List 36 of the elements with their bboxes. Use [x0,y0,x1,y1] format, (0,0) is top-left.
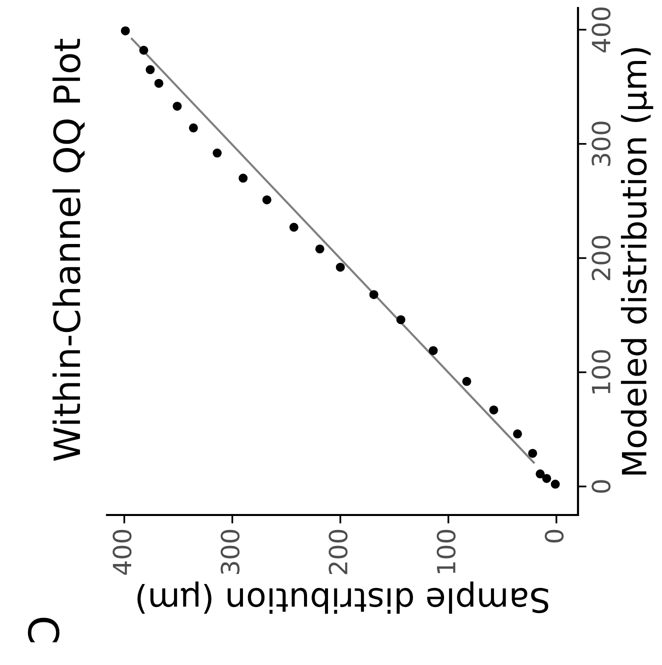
point [428,346,438,356]
point [336,262,345,272]
point [262,195,272,204]
text: C [28,618,60,642]
x-tick-label: 300 [220,530,240,574]
y-tick-label: 100 [592,350,611,394]
x-axis-title: Sample distribution (μm) [137,581,548,614]
x-tick-label: 0 [544,530,564,542]
point [536,469,545,478]
point [542,474,552,483]
point [528,448,538,458]
point [120,26,130,36]
x-tick-label: 200 [328,530,348,574]
y-tick-label: 200 [592,236,611,280]
point [238,174,248,183]
point [289,222,298,232]
x-tick-label: 400 [112,530,132,575]
y-tick-label: 300 [592,122,611,166]
point [154,78,164,88]
y-tick-label: 400 [592,8,611,52]
text: Within-Channel QQ Plot [52,38,85,461]
point [139,46,148,55]
point [550,480,560,489]
point [212,148,222,158]
point [146,65,155,74]
point [462,376,472,386]
point [315,244,324,254]
point [369,290,378,300]
point [489,405,498,414]
point [396,315,406,324]
point [188,123,198,132]
x-tick-label: 100 [436,530,456,574]
y-tick-label: 0 [592,480,611,493]
y-axis-title: Modeled distribution (μm) [620,48,654,475]
point [172,102,182,111]
point [513,429,522,438]
